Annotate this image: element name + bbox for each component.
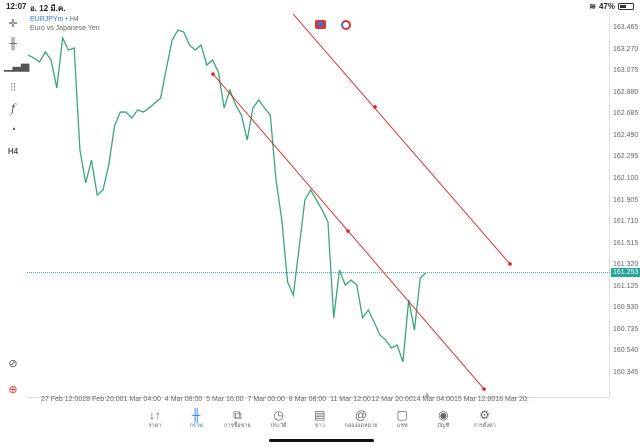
- trendline-handle: [482, 387, 486, 391]
- price-tick: 162.100: [613, 174, 639, 182]
- chart-area[interactable]: [27, 14, 610, 398]
- clock: 12:07: [6, 2, 27, 11]
- account-icon: ◉: [438, 408, 449, 422]
- time-tick: 7 Mar 00:00: [247, 396, 285, 403]
- wifi-icon: ≋: [589, 2, 596, 11]
- symbol-timeframe: H4: [69, 16, 79, 23]
- chart-icon: ╫: [191, 408, 201, 422]
- price-tick: 161.710: [613, 218, 639, 226]
- nav-settings[interactable]: ⚙ การตั้งค่า: [460, 408, 510, 430]
- trendline-handle: [211, 72, 215, 76]
- chat-icon: ▢: [396, 408, 408, 422]
- trendline: [292, 13, 511, 265]
- price-line: [27, 29, 427, 363]
- news-icon: ▤: [314, 408, 326, 422]
- trendline-handle: [346, 229, 350, 233]
- one-click-trading-icon[interactable]: ⊕: [8, 384, 18, 396]
- price-tick: 162.685: [613, 110, 639, 118]
- nav-account[interactable]: ◉ บัญชี: [418, 408, 468, 430]
- flag-jp-icon: [341, 20, 351, 30]
- status-bar: 12:07 อ. 12 มี.ค. ≋ 47%: [0, 0, 640, 13]
- mailbox-icon: @: [354, 408, 368, 422]
- nav-label: ราคา: [148, 423, 162, 429]
- time-tick: 1 Mar 04:00: [123, 396, 161, 403]
- price-tick: 161.320: [613, 261, 639, 269]
- settings-icon: ⚙: [479, 408, 490, 422]
- flag-eu-icon: [315, 20, 326, 29]
- price-tick: 162.490: [613, 131, 639, 139]
- period-separator-marker: [424, 392, 430, 397]
- time-tick: 15 Mar 12:00: [454, 396, 496, 403]
- candlestick-icon[interactable]: ╫: [9, 38, 17, 50]
- time-tick: 12 Mar 20:00: [371, 396, 413, 403]
- trendline-handle: [373, 105, 377, 109]
- price-tick: 163.075: [613, 67, 639, 75]
- history-icon: ◷: [273, 408, 284, 422]
- nav-label: ประวัติ: [270, 423, 287, 429]
- quotes-icon: ↓↑: [149, 408, 161, 422]
- nav-chart[interactable]: ╫ กราฟ: [171, 408, 221, 430]
- home-indicator: [269, 439, 374, 442]
- nav-trade[interactable]: ⧉ การซื้อขาย: [212, 408, 262, 430]
- price-tick: 163.465: [613, 24, 639, 31]
- time-tick: 16 Mar 20:: [495, 396, 529, 403]
- nav-history[interactable]: ◷ ประวัติ: [254, 408, 304, 430]
- nav-quotes[interactable]: ↓↑ ราคา: [130, 408, 180, 430]
- battery-icon: [618, 3, 634, 10]
- time-tick: 27 Feb 12:00: [41, 396, 83, 403]
- price-tick: 161.905: [613, 196, 639, 204]
- nav-chat[interactable]: ▢ แชท: [377, 408, 427, 430]
- trade-signal-icon[interactable]: ⊘: [8, 358, 18, 370]
- timeframe-button[interactable]: H4: [7, 147, 19, 156]
- current-price-tag: 161.253: [611, 268, 640, 277]
- trendline-handle: [508, 262, 512, 266]
- time-tick: 28 Feb 20:00: [82, 396, 124, 403]
- price-tick: 160.540: [613, 347, 639, 355]
- trade-icon: ⧉: [233, 408, 242, 422]
- indicators-icon[interactable]: ⫶⫶: [10, 82, 16, 94]
- price-tick: 161.125: [613, 282, 639, 290]
- price-tick: 162.295: [613, 153, 639, 161]
- nav-label: ข่าว: [314, 423, 325, 429]
- symbol-description: Euro vs Japanese Yen: [30, 25, 100, 32]
- nav-label: กล่องจดหมาย: [344, 423, 378, 429]
- crosshair-icon[interactable]: ✛: [8, 18, 18, 30]
- nav-mailbox[interactable]: @ กล่องจดหมาย: [336, 408, 386, 430]
- nav-news[interactable]: ▤ ข่าว: [295, 408, 345, 430]
- date: อ. 12 มี.ค.: [30, 4, 66, 13]
- objects-icon[interactable]: ◔: [9, 124, 17, 136]
- time-tick: 14 Mar 04:00: [412, 396, 454, 403]
- symbol-info: EURJPYm • H4 Euro vs Japanese Yen: [30, 16, 100, 32]
- price-tick: 162.880: [613, 88, 639, 96]
- nav-label: แชท: [396, 423, 408, 429]
- price-tick: 163.270: [613, 45, 639, 53]
- battery: ≋ 47%: [589, 2, 634, 11]
- nav-label: การตั้งค่า: [473, 423, 496, 429]
- price-tick: 160.930: [613, 304, 639, 312]
- bottom-navigation: ↓↑ ราคา ╫ กราฟ ⧉ การซื้อขาย ◷ ประวัติ ▤ ข่าว @ กล่อ…: [0, 408, 640, 436]
- time-tick: 4 Mar 08:00: [164, 396, 203, 403]
- price-tick: 160.735: [613, 325, 639, 333]
- time-tick: 8 Mar 08:00: [288, 396, 327, 403]
- price-tick: 161.515: [613, 239, 639, 247]
- price-tick: 160.345: [613, 369, 639, 376]
- time-tick: 5 Mar 16:00: [206, 396, 244, 403]
- nav-label: บัญชี: [437, 423, 450, 429]
- function-icon[interactable]: f: [10, 102, 16, 115]
- nav-label: กราฟ: [189, 423, 203, 429]
- time-tick: 11 Mar 12:00: [330, 396, 371, 403]
- nav-label: การซื้อขาย: [224, 423, 251, 429]
- symbol-name[interactable]: EURJPYm: [30, 16, 64, 23]
